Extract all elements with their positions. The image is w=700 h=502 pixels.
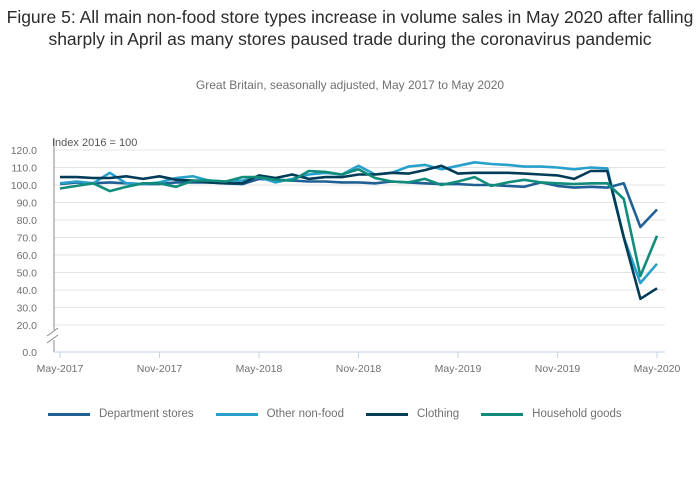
y-tick-label: 90.0 [17, 198, 38, 210]
x-tick-label: May-2018 [236, 363, 283, 375]
legend-item[interactable]: Clothing [365, 408, 460, 420]
y-tick-label: 40.0 [17, 285, 38, 297]
legend-label: Household goods [532, 408, 622, 420]
y-axis-label: Index 2016 = 100 [52, 137, 137, 149]
chart-title: Figure 5: All main non-food store types … [6, 7, 694, 49]
legend: Department stores Other non-food Clothing H… [48, 408, 644, 420]
x-tick-label: Nov-2018 [336, 363, 382, 375]
legend-label: Other non-food [266, 408, 344, 420]
legend-item[interactable]: Household goods [481, 408, 622, 420]
chart-subtitle: Great Britain, seasonally adjusted, May … [195, 78, 505, 92]
series-lines [59, 161, 659, 301]
legend-item[interactable]: Department stores [48, 408, 194, 420]
x-tick-label: Nov-2017 [137, 363, 183, 375]
series-line-household-goods [59, 168, 659, 278]
legend-swatch [215, 412, 258, 416]
y-tick-label: 110.0 [12, 163, 38, 175]
x-tick-label: May-2017 [37, 363, 84, 375]
legend-label: Clothing [416, 408, 460, 420]
axis-break-mark [46, 334, 59, 344]
y-tick-label: 0.0 [22, 347, 37, 359]
legend-swatch [48, 412, 90, 416]
legend-item[interactable]: Other non-food [215, 408, 344, 420]
legend-swatch [481, 412, 524, 416]
series-line-clothing [60, 164, 658, 301]
gridlines [54, 149, 665, 326]
legend-swatch [365, 412, 408, 416]
axis-break-mark [46, 327, 59, 337]
axes [46, 138, 665, 353]
series-line-other-non-food [59, 161, 658, 285]
y-tick-label: 60.0 [17, 250, 38, 262]
x-tick-label: Nov-2019 [535, 363, 581, 375]
y-tick-label: 80.0 [17, 215, 38, 227]
y-tick-label: 30.0 [17, 303, 38, 315]
legend-label: Department stores [99, 408, 194, 420]
y-tick-label: 120.0 [11, 145, 37, 157]
x-tick-label: May-2020 [634, 363, 681, 375]
x-axis-ticks: May-2017 Nov-2017 May-2018 Nov-2018 May-2019… [37, 352, 681, 375]
y-axis-ticks: 120.0 110.0 100.0 90.0 80.0 70.0 60.0 50.0 40.0 3… [11, 145, 37, 359]
y-tick-label: 100.0 [11, 180, 37, 192]
y-tick-label: 20.0 [17, 320, 38, 332]
y-tick-label: 70.0 [17, 233, 38, 245]
y-tick-label: 50.0 [17, 268, 38, 280]
x-tick-label: May-2019 [435, 363, 482, 375]
